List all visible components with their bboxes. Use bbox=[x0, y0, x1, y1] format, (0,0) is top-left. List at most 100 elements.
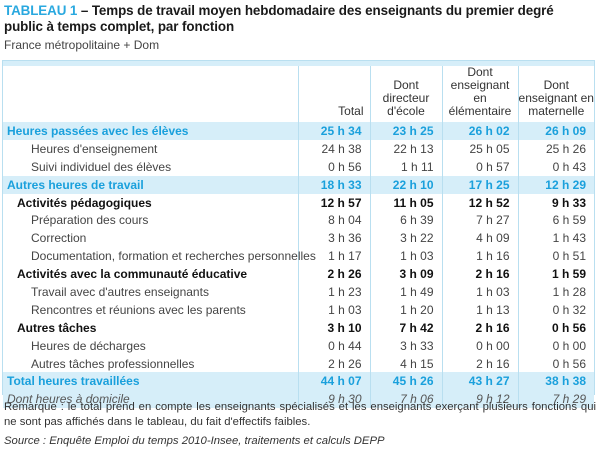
row-value: 1 h 59 bbox=[517, 265, 594, 284]
table-row: Travail avec d'autres enseignants 1 h 23 1… bbox=[3, 283, 594, 301]
row-value: 7 h 06 bbox=[369, 390, 442, 409]
row-value: 17 h 25 bbox=[441, 175, 518, 194]
table-row: Autres heures de travail 18 h 33 22 h 10 17… bbox=[3, 175, 594, 194]
row-value: 22 h 10 bbox=[369, 175, 442, 194]
row-value: 23 h 25 bbox=[369, 122, 442, 140]
row-value: 44 h 07 bbox=[297, 372, 370, 391]
row-value: 0 h 56 bbox=[297, 157, 370, 176]
row-label: Préparation des cours bbox=[31, 213, 149, 228]
table-row: Autres tâches 3 h 10 7 h 42 2 h 16 0 h 56 bbox=[3, 318, 594, 337]
row-value: 12 h 57 bbox=[297, 193, 370, 212]
row-value: 1 h 20 bbox=[369, 300, 442, 319]
table-frame: Total Dont directeur d'école Dont enseig… bbox=[2, 60, 595, 409]
row-value: 24 h 38 bbox=[297, 139, 370, 158]
row-value: 38 h 38 bbox=[517, 372, 594, 391]
row-label: Rencontres et réunions avec les parents bbox=[31, 302, 246, 317]
table-row: Activités pédagogiques 12 h 57 11 h 05 12 h… bbox=[3, 193, 594, 212]
row-label: Dont heures à domicile bbox=[3, 390, 298, 409]
table-row: Dont heures à domicile 9 h 30 7 h 06 9 h 12… bbox=[3, 390, 594, 409]
row-value: 1 h 03 bbox=[369, 247, 442, 266]
row-value: 3 h 36 bbox=[297, 229, 370, 248]
row-value: 1 h 03 bbox=[297, 300, 370, 319]
column-header-elementaire: Dont enseignant en élémentaire bbox=[441, 66, 518, 122]
table-title-text: – Temps de travail moyen hebdomadaire de… bbox=[4, 3, 554, 34]
row-value: 0 h 56 bbox=[517, 318, 594, 337]
row-value: 7 h 29 bbox=[517, 390, 594, 409]
row-value: 2 h 26 bbox=[297, 265, 370, 284]
row-value: 3 h 10 bbox=[297, 318, 370, 337]
header-label-column bbox=[3, 66, 298, 122]
row-value: 2 h 16 bbox=[441, 265, 518, 284]
row-value: 3 h 33 bbox=[369, 336, 442, 355]
table-row: Autres tâches professionnelles 2 h 26 4 h … bbox=[3, 354, 594, 373]
row-label: Autres tâches bbox=[17, 320, 97, 335]
row-value: 1 h 03 bbox=[441, 283, 518, 301]
table-row: Rencontres et réunions avec les parents 1… bbox=[3, 300, 594, 319]
row-label: Correction bbox=[31, 231, 87, 246]
row-value: 4 h 09 bbox=[441, 229, 518, 248]
row-value: 0 h 51 bbox=[517, 247, 594, 266]
table-row: Correction 3 h 36 3 h 22 4 h 09 1 h 43 bbox=[3, 229, 594, 248]
row-value: 7 h 27 bbox=[441, 211, 518, 230]
row-value: 9 h 12 bbox=[441, 390, 518, 409]
table-tag: TABLEAU 1 bbox=[4, 3, 78, 18]
row-value: 12 h 52 bbox=[441, 193, 518, 212]
row-label: Heures de décharges bbox=[31, 338, 146, 353]
row-label: Autres tâches professionnelles bbox=[31, 356, 195, 371]
row-value: 26 h 02 bbox=[441, 122, 518, 140]
row-label: Heures d'enseignement bbox=[31, 141, 158, 156]
row-value: 1 h 16 bbox=[441, 247, 518, 266]
table-note: Remarque : le total prend en compte les … bbox=[4, 401, 596, 428]
row-value: 0 h 57 bbox=[441, 157, 518, 176]
row-value: 9 h 30 bbox=[297, 390, 370, 409]
row-value: 3 h 09 bbox=[369, 265, 442, 284]
row-label: Autres heures de travail bbox=[3, 175, 298, 194]
row-label: Suivi individuel des élèves bbox=[31, 159, 172, 174]
table-row: Suivi individuel des élèves 0 h 56 1 h 11 0… bbox=[3, 157, 594, 176]
row-value: 22 h 13 bbox=[369, 139, 442, 158]
row-label: Documentation, formation et recherches p… bbox=[31, 249, 316, 264]
table-row: Heures passées avec les élèves 25 h 34 23 … bbox=[3, 122, 594, 140]
row-value: 1 h 49 bbox=[369, 283, 442, 301]
table-title: TABLEAU 1 – Temps de travail moyen hebdo… bbox=[4, 3, 596, 35]
table-source: Source : Enquête Emploi du temps 2010-In… bbox=[4, 435, 385, 447]
row-value: 6 h 59 bbox=[517, 211, 594, 230]
row-label: Activités avec la communauté éducative bbox=[17, 267, 248, 282]
table-row: Total heures travaillées 44 h 07 45 h 26 43… bbox=[3, 372, 594, 391]
table-body: Heures passées avec les élèves 25 h 34 23 … bbox=[3, 122, 594, 409]
row-value: 11 h 05 bbox=[369, 193, 442, 212]
table-row: Préparation des cours 8 h 04 6 h 39 7 h 27 6… bbox=[3, 211, 594, 230]
row-value: 0 h 44 bbox=[297, 336, 370, 355]
row-value: 0 h 00 bbox=[441, 336, 518, 355]
row-value: 1 h 23 bbox=[297, 283, 370, 301]
row-value: 7 h 42 bbox=[369, 318, 442, 337]
header-band bbox=[3, 61, 594, 66]
table-subtitle: France métropolitaine + Dom bbox=[4, 38, 160, 52]
row-value: 0 h 32 bbox=[517, 300, 594, 319]
row-value: 9 h 33 bbox=[517, 193, 594, 212]
row-value: 0 h 00 bbox=[517, 336, 594, 355]
row-value: 12 h 29 bbox=[517, 175, 594, 194]
row-value: 2 h 16 bbox=[441, 354, 518, 373]
table-header-row: Total Dont directeur d'école Dont enseig… bbox=[3, 66, 594, 122]
row-value: 43 h 27 bbox=[441, 372, 518, 391]
row-value: 25 h 26 bbox=[517, 139, 594, 158]
row-value: 26 h 09 bbox=[517, 122, 594, 140]
row-label: Heures passées avec les élèves bbox=[3, 122, 298, 140]
row-value: 3 h 22 bbox=[369, 229, 442, 248]
row-value: 2 h 16 bbox=[441, 318, 518, 337]
row-value: 4 h 15 bbox=[369, 354, 442, 373]
row-value: 25 h 34 bbox=[297, 122, 370, 140]
row-value: 18 h 33 bbox=[297, 175, 370, 194]
table-row: Activités avec la communauté éducative 2 … bbox=[3, 265, 594, 284]
row-value: 1 h 13 bbox=[441, 300, 518, 319]
row-value: 1 h 17 bbox=[297, 247, 370, 266]
row-value: 0 h 43 bbox=[517, 157, 594, 176]
table-row: Heures d'enseignement 24 h 38 22 h 13 25 h … bbox=[3, 139, 594, 158]
table-row: Documentation, formation et recherches p… bbox=[3, 247, 594, 266]
row-value: 0 h 56 bbox=[517, 354, 594, 373]
row-label: Activités pédagogiques bbox=[17, 195, 152, 210]
row-label: Travail avec d'autres enseignants bbox=[31, 284, 209, 299]
row-value: 6 h 39 bbox=[369, 211, 442, 230]
row-value: 1 h 11 bbox=[369, 157, 442, 176]
